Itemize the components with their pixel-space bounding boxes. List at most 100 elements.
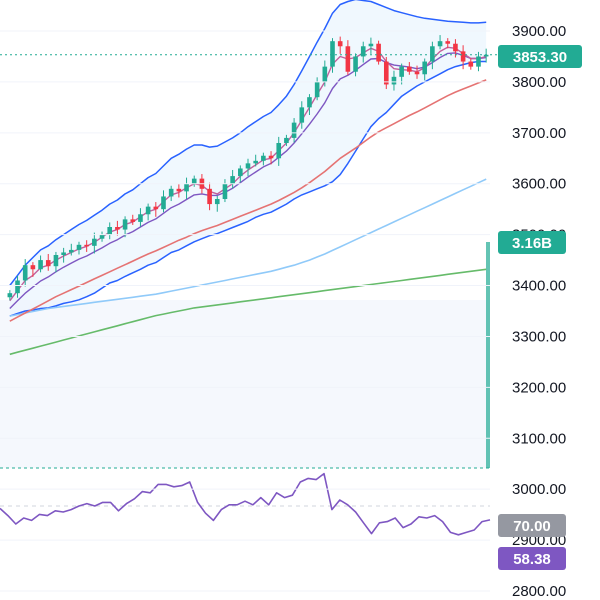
volume-bar-latest	[486, 242, 490, 468]
candle[interactable]	[353, 53, 358, 77]
candle[interactable]	[268, 151, 274, 165]
candle-body	[453, 43, 458, 52]
candle[interactable]	[368, 37, 374, 54]
candle[interactable]	[383, 56, 389, 90]
candle[interactable]	[99, 231, 105, 242]
candle[interactable]	[84, 240, 89, 252]
candle-body	[130, 219, 136, 222]
y-tick-label: 2800.00	[512, 583, 566, 600]
ma-200-line	[9, 268, 487, 356]
candle[interactable]	[437, 35, 443, 50]
candle[interactable]	[168, 185, 174, 202]
candle-body	[360, 46, 366, 57]
candle[interactable]	[460, 45, 466, 70]
y-tick-label: 3700.00	[512, 125, 566, 142]
candle[interactable]	[468, 58, 474, 70]
candle[interactable]	[76, 241, 82, 255]
candle[interactable]	[330, 38, 335, 73]
ma-100-line	[9, 178, 487, 317]
candle-body	[483, 54, 489, 57]
candle-body	[191, 178, 197, 184]
y-axis[interactable]: 3900.003800.003700.003600.003500.003400.…	[0, 23, 566, 600]
candle[interactable]	[345, 40, 351, 75]
candle[interactable]	[476, 51, 481, 72]
candle[interactable]	[276, 136, 282, 166]
candle-body	[7, 293, 13, 298]
candle[interactable]	[314, 77, 320, 101]
candle[interactable]	[399, 63, 404, 85]
y-tick-label: 3200.00	[512, 379, 566, 396]
candle[interactable]	[291, 118, 297, 143]
rsi-current-label: 58.38	[513, 551, 551, 568]
candle-body	[53, 255, 59, 267]
candle[interactable]	[92, 232, 97, 254]
candle[interactable]	[130, 214, 136, 225]
candle[interactable]	[391, 70, 397, 91]
candle[interactable]	[30, 262, 36, 277]
candlesticks[interactable]	[7, 35, 489, 301]
candle[interactable]	[214, 195, 220, 212]
candle-body	[391, 76, 397, 85]
candle[interactable]	[161, 190, 166, 213]
candle-body	[145, 206, 151, 215]
candle-body	[122, 219, 128, 230]
candle-body	[307, 97, 312, 108]
candle[interactable]	[191, 175, 197, 187]
candle[interactable]	[238, 165, 243, 183]
candle[interactable]	[138, 208, 143, 227]
y-tick-label: 3900.00	[512, 23, 566, 40]
candle-body	[345, 46, 351, 72]
volume-area	[0, 300, 490, 468]
candle-body	[61, 252, 66, 255]
candle[interactable]	[107, 222, 113, 240]
candle[interactable]	[414, 65, 420, 79]
candle[interactable]	[7, 290, 13, 301]
candle[interactable]	[115, 220, 120, 236]
candle[interactable]	[253, 154, 258, 167]
candle-body	[460, 51, 466, 62]
volume-badge-bg	[498, 231, 566, 254]
candle[interactable]	[307, 94, 312, 115]
candle-body	[430, 46, 435, 62]
ma-50-line	[9, 79, 487, 322]
candle[interactable]	[207, 182, 212, 211]
candle[interactable]	[230, 169, 235, 189]
candle[interactable]	[222, 179, 228, 203]
candle[interactable]	[245, 158, 251, 177]
candle[interactable]	[61, 247, 66, 263]
volume-layer	[0, 242, 490, 469]
candle[interactable]	[299, 101, 305, 129]
candle[interactable]	[22, 259, 28, 287]
candle[interactable]	[153, 202, 159, 217]
rsi-current-badge: 58.38	[498, 547, 566, 570]
candle[interactable]	[122, 216, 128, 238]
candle-body	[399, 66, 404, 77]
candle[interactable]	[284, 134, 289, 147]
candle[interactable]	[15, 275, 20, 298]
candle[interactable]	[360, 41, 366, 63]
candle[interactable]	[407, 62, 412, 75]
candle[interactable]	[184, 177, 189, 199]
candle[interactable]	[376, 40, 381, 65]
candle[interactable]	[145, 203, 151, 221]
candle[interactable]	[337, 36, 343, 54]
candle-body	[68, 249, 74, 253]
candle-body	[38, 260, 43, 270]
candle-body	[261, 155, 266, 161]
candle[interactable]	[176, 184, 182, 198]
candle-body	[253, 160, 258, 164]
candle[interactable]	[445, 38, 451, 49]
candle-body	[138, 214, 143, 222]
candle[interactable]	[53, 251, 59, 273]
candle[interactable]	[261, 152, 266, 166]
candle-body	[445, 41, 451, 44]
candle[interactable]	[68, 243, 74, 256]
candle[interactable]	[45, 253, 51, 271]
candle[interactable]	[430, 41, 435, 70]
candle[interactable]	[38, 255, 43, 273]
candle[interactable]	[422, 58, 428, 81]
candle[interactable]	[483, 48, 489, 63]
candle-body	[407, 66, 412, 72]
